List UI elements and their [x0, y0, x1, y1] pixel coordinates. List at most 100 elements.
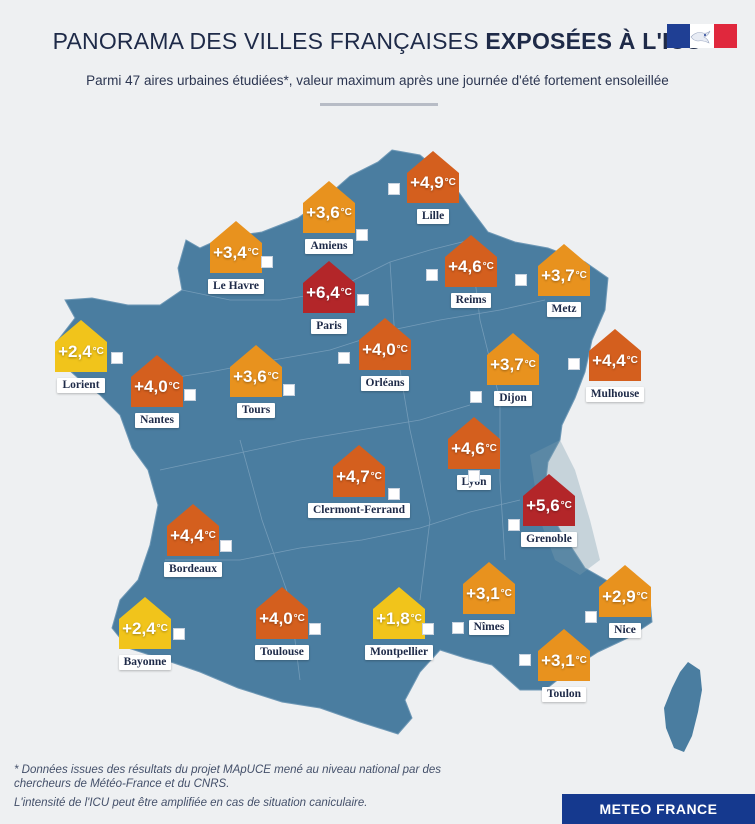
city-location-square	[111, 352, 123, 364]
city-marker-bordeaux: +4,4°C Bordeaux	[164, 504, 232, 577]
city-location-square	[220, 540, 232, 552]
house-icon	[538, 629, 590, 681]
city-value: +4,0°C	[134, 377, 180, 396]
city-location-square	[422, 623, 434, 635]
city-label: Le Havre	[176, 276, 296, 294]
house-icon	[538, 244, 590, 296]
city-marker-nice: +2,9°C Nice	[585, 565, 651, 638]
page-subtitle: Parmi 47 aires urbaines étudiées*, valeu…	[86, 73, 669, 88]
city-marker-lyon: +4,6°C Lyon	[448, 417, 500, 490]
city-location-square	[568, 358, 580, 370]
footnote: * Données issues des résultats du projet…	[14, 764, 442, 790]
city-marker-le-havre: +3,4°C Le Havre	[207, 221, 273, 294]
city-value: +4,6°C	[451, 439, 497, 458]
city-value: +3,6°C	[233, 367, 279, 386]
city-location-square	[388, 488, 400, 500]
city-location-square	[283, 384, 295, 396]
city-label: Lille	[373, 206, 493, 224]
city-location-square	[426, 269, 438, 281]
city-label: Dijon	[453, 388, 573, 406]
city-value: +2,4°C	[122, 619, 168, 638]
city-value: +3,7°C	[490, 355, 536, 374]
house-icon	[523, 474, 575, 526]
city-marker-toulouse: +4,0°C Toulouse	[255, 587, 321, 660]
city-label: Toulon	[504, 684, 624, 702]
city-value: +4,0°C	[259, 609, 305, 628]
house-icon	[373, 587, 425, 639]
city-marker-bayonne: +2,4°C Bayonne	[118, 597, 185, 670]
city-marker-nimes: +3,1°C Nîmes	[452, 562, 515, 635]
city-label: Reims	[411, 290, 531, 308]
city-value: +4,4°C	[592, 351, 638, 370]
city-label: Grenoble	[489, 529, 609, 547]
city-location-square	[338, 352, 350, 364]
city-location-square	[515, 274, 527, 286]
city-label: Tours	[196, 400, 316, 418]
city-value: +4,0°C	[362, 340, 408, 359]
house-icon	[448, 417, 500, 469]
city-label: Orléans	[325, 373, 445, 391]
corsica-shape	[664, 662, 702, 752]
city-label: Lyon	[414, 472, 534, 490]
city-location-square	[184, 389, 196, 401]
city-label: Bayonne	[85, 652, 205, 670]
city-label: Montpellier	[339, 642, 459, 660]
city-label: Lorient	[21, 375, 141, 393]
city-label: Nice	[565, 620, 685, 638]
city-value: +3,1°C	[541, 651, 587, 670]
city-marker-paris: +6,4°C Paris	[303, 261, 369, 334]
city-location-square	[585, 611, 597, 623]
city-marker-toulon: +3,1°C Toulon	[519, 629, 590, 702]
city-location-square	[388, 183, 400, 195]
city-marker-metz: +3,7°C Metz	[515, 244, 590, 317]
house-icon	[303, 261, 355, 313]
city-value: +3,4°C	[213, 243, 259, 262]
city-value: +3,7°C	[541, 266, 587, 285]
city-label: Amiens	[269, 236, 389, 254]
city-marker-orleans: +4,0°C Orléans	[338, 318, 411, 391]
city-location-square	[261, 256, 273, 268]
house-icon	[359, 318, 411, 370]
city-value: +2,9°C	[602, 587, 648, 606]
city-label: Toulouse	[222, 642, 342, 660]
city-value: +4,7°C	[336, 467, 382, 486]
city-marker-reims: +4,6°C Reims	[426, 235, 497, 308]
city-value: +3,6°C	[306, 203, 352, 222]
house-icon	[55, 320, 107, 372]
city-value: +5,6°C	[526, 496, 572, 515]
meteo-france-logo: METEO FRANCE	[562, 794, 755, 824]
house-icon	[210, 221, 262, 273]
city-location-square	[309, 623, 321, 635]
city-marker-lorient: +2,4°C Lorient	[55, 320, 123, 393]
city-marker-dijon: +3,7°C Dijon	[470, 333, 539, 406]
city-value: +4,6°C	[448, 257, 494, 276]
city-value: +2,4°C	[58, 342, 104, 361]
city-location-square	[508, 519, 520, 531]
house-icon	[445, 235, 497, 287]
city-value: +1,8°C	[376, 609, 422, 628]
city-marker-clermont-ferrand: +4,7°C Clermont-Ferrand	[308, 445, 410, 518]
house-icon	[333, 445, 385, 497]
city-location-square	[173, 628, 185, 640]
house-icon	[119, 597, 171, 649]
city-marker-mulhouse: +4,4°C Mulhouse	[568, 329, 645, 402]
city-location-square	[519, 654, 531, 666]
house-icon	[487, 333, 539, 385]
house-icon	[407, 151, 459, 203]
title-divider	[320, 103, 438, 106]
city-value: +3,1°C	[466, 584, 512, 603]
city-label: Paris	[269, 316, 389, 334]
house-icon	[256, 587, 308, 639]
title-light: PANORAMA DES VILLES FRANÇAISES	[52, 28, 479, 54]
city-marker-grenoble: +5,6°C Grenoble	[508, 474, 577, 547]
city-value: +6,4°C	[306, 283, 352, 302]
footnote-amplification: L'intensité de l'ICU peut être amplifiée…	[14, 797, 368, 809]
city-location-square	[356, 229, 368, 241]
title-bold: EXPOSÉES À L'ICU	[485, 28, 703, 54]
city-marker-amiens: +3,6°C Amiens	[303, 181, 368, 254]
house-icon	[230, 345, 282, 397]
city-location-square	[452, 622, 464, 634]
house-icon	[131, 355, 183, 407]
city-label: Metz	[504, 299, 624, 317]
city-label: Clermont-Ferrand	[299, 500, 419, 518]
